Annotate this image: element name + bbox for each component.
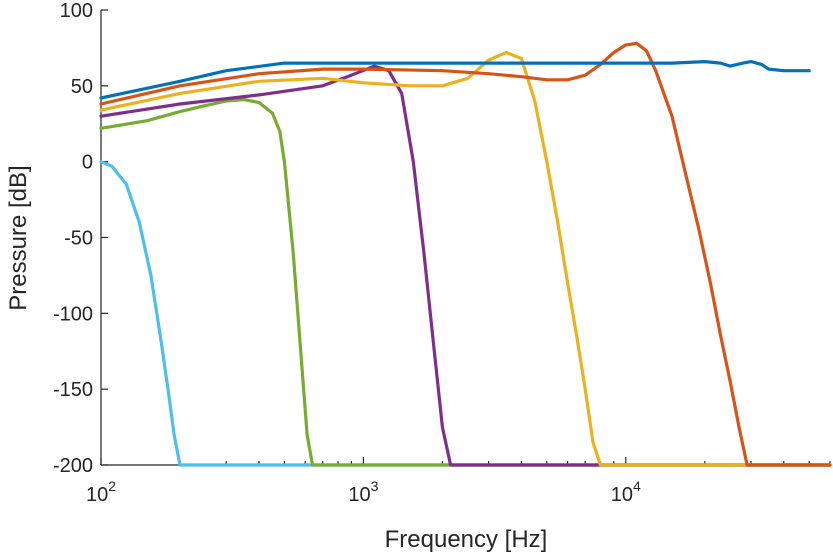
series-line-1 xyxy=(99,160,832,467)
x-axis-label: Frequency [Hz] xyxy=(385,526,548,553)
series-line-5 xyxy=(99,41,832,467)
x-tick-label: 102 xyxy=(86,478,116,506)
x-tick-label: 103 xyxy=(348,478,378,506)
labels-layer: Frequency [Hz] Pressure [dB] xyxy=(5,165,547,553)
y-tick-label: -150 xyxy=(53,379,93,401)
y-axis-label: Pressure [dB] xyxy=(5,165,32,310)
y-tick-label: 50 xyxy=(71,76,93,98)
y-tick-label: 0 xyxy=(82,152,93,174)
y-tick-label: -200 xyxy=(53,455,93,477)
series-line-4 xyxy=(99,50,832,467)
y-tick-label: -50 xyxy=(64,228,93,250)
y-tick-label: -100 xyxy=(53,303,93,325)
series-line-3 xyxy=(99,64,832,467)
x-tick-label: 104 xyxy=(611,478,641,506)
series-line-2 xyxy=(99,97,832,467)
series-line-6 xyxy=(99,59,811,100)
y-tick-label: 100 xyxy=(60,0,93,22)
series-layer xyxy=(99,41,832,467)
